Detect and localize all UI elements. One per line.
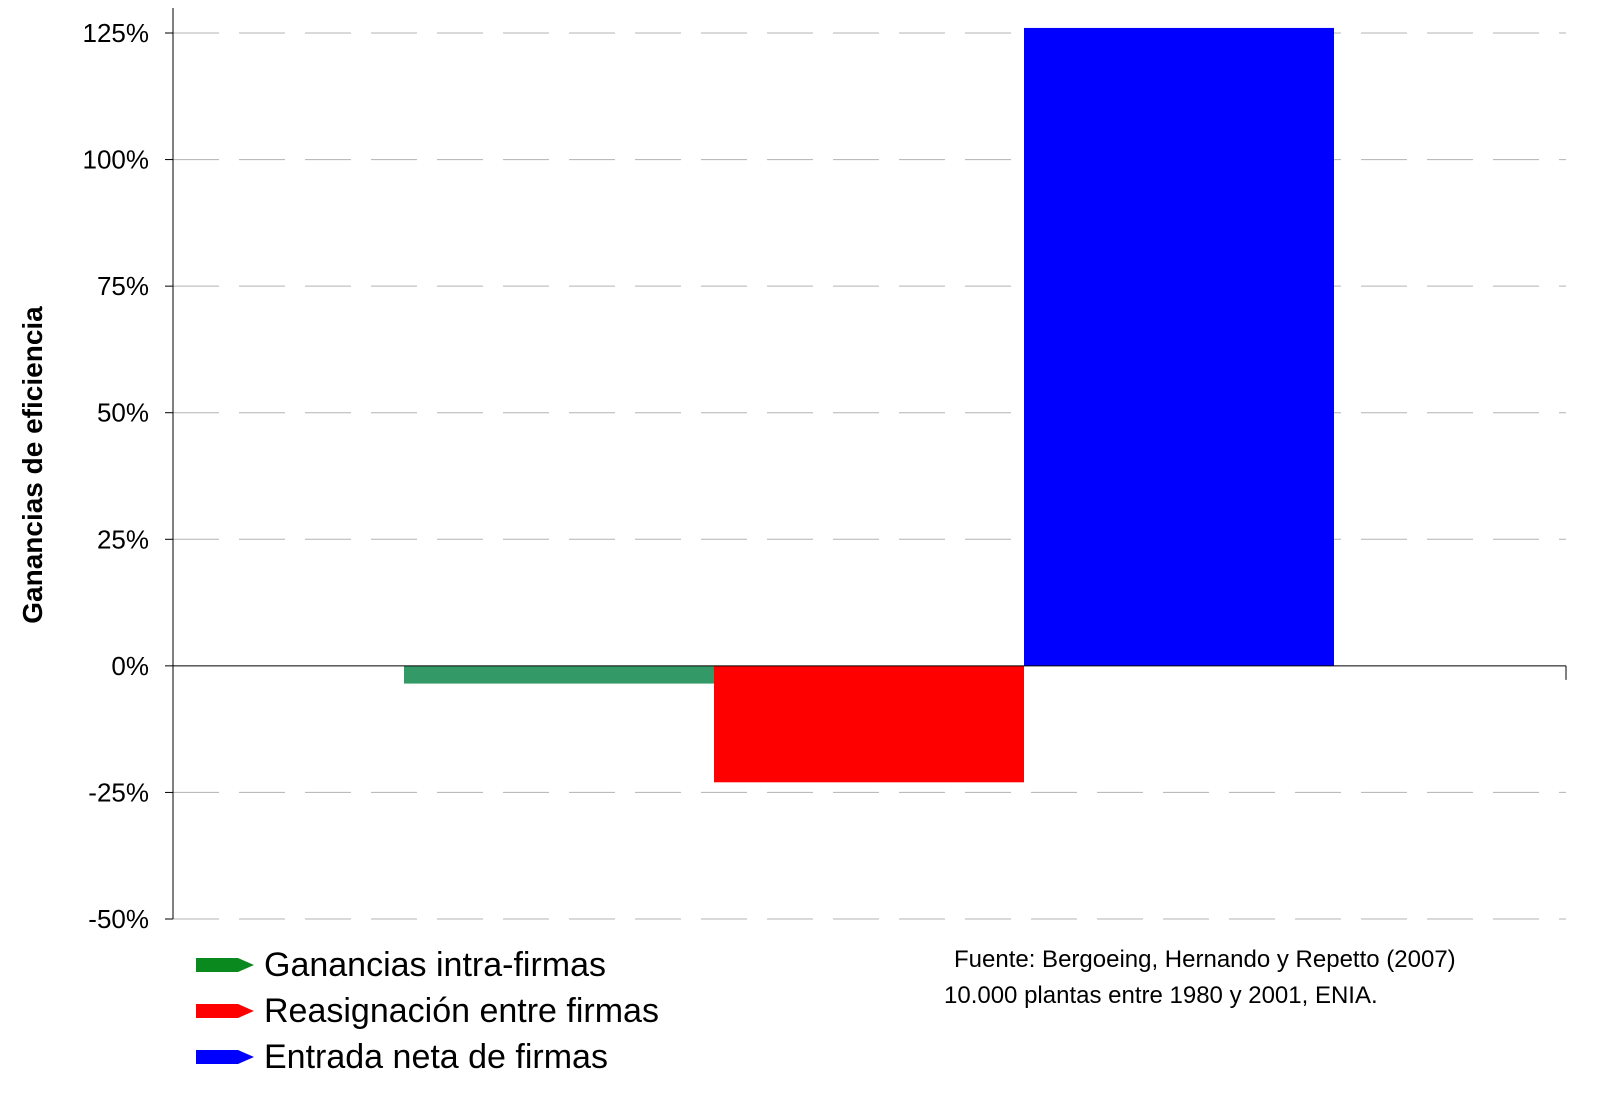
legend-label: Reasignación entre firmas bbox=[264, 992, 659, 1030]
y-tick-label: 25% bbox=[97, 524, 149, 554]
legend-item-entrada: Entrada neta de firmas bbox=[196, 1034, 659, 1080]
y-tick-label: 0% bbox=[111, 651, 149, 681]
gridlines bbox=[173, 32, 1566, 920]
arrow-icon bbox=[196, 958, 254, 972]
axes bbox=[165, 8, 1567, 920]
y-axis-title: Ganancias de eficiencia bbox=[17, 306, 48, 624]
bar-3 bbox=[1024, 27, 1334, 666]
y-tick-label: 100% bbox=[83, 145, 150, 175]
bar-1 bbox=[404, 665, 714, 684]
legend: Ganancias intra-firmas Reasignación entr… bbox=[196, 942, 659, 1080]
source-line: 10.000 plantas entre 1980 y 2001, ENIA. bbox=[944, 982, 1378, 1009]
source-note: Fuente: Bergoeing, Hernando y Repetto (2… bbox=[944, 942, 1456, 1014]
y-tick-label: 75% bbox=[97, 271, 149, 301]
y-tick-labels: 125% 100% 75% 50% 25% 0% -25% -50% bbox=[83, 18, 150, 934]
arrow-icon bbox=[196, 1004, 254, 1018]
y-tick-label: 50% bbox=[97, 398, 149, 428]
legend-item-intra: Ganancias intra-firmas bbox=[196, 942, 659, 988]
arrow-icon bbox=[196, 1050, 254, 1064]
y-tick-label: -50% bbox=[88, 904, 149, 934]
y-tick-label: -25% bbox=[88, 777, 149, 807]
source-line: Fuente: Bergoeing, Hernando y Repetto (2… bbox=[954, 946, 1456, 973]
legend-label: Ganancias intra-firmas bbox=[264, 946, 607, 984]
legend-label: Entrada neta de firmas bbox=[264, 1038, 608, 1076]
bar-2 bbox=[714, 665, 1024, 783]
bars bbox=[404, 27, 1334, 783]
y-tick-label: 125% bbox=[83, 18, 150, 48]
legend-item-reasignacion: Reasignación entre firmas bbox=[196, 988, 659, 1034]
